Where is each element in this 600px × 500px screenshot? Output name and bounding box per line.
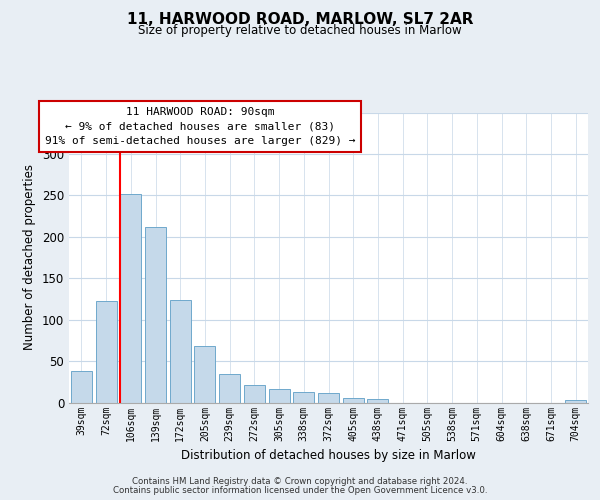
Bar [343, 398, 364, 402]
Y-axis label: Number of detached properties: Number of detached properties [23, 164, 37, 350]
Bar [318, 394, 339, 402]
Bar [194, 346, 215, 403]
Text: Contains public sector information licensed under the Open Government Licence v3: Contains public sector information licen… [113, 486, 487, 495]
Bar [219, 374, 240, 402]
Bar [565, 400, 586, 402]
Text: 11 HARWOOD ROAD: 90sqm
← 9% of detached houses are smaller (83)
91% of semi-deta: 11 HARWOOD ROAD: 90sqm ← 9% of detached … [45, 107, 355, 146]
Bar [367, 399, 388, 402]
Text: Size of property relative to detached houses in Marlow: Size of property relative to detached ho… [138, 24, 462, 37]
X-axis label: Distribution of detached houses by size in Marlow: Distribution of detached houses by size … [181, 449, 476, 462]
Text: 11, HARWOOD ROAD, MARLOW, SL7 2AR: 11, HARWOOD ROAD, MARLOW, SL7 2AR [127, 12, 473, 28]
Bar [244, 385, 265, 402]
Bar [170, 300, 191, 402]
Bar [95, 302, 116, 402]
Bar [71, 371, 92, 402]
Bar [120, 194, 141, 402]
Bar [145, 227, 166, 402]
Text: Contains HM Land Registry data © Crown copyright and database right 2024.: Contains HM Land Registry data © Crown c… [132, 477, 468, 486]
Bar [269, 389, 290, 402]
Bar [293, 392, 314, 402]
